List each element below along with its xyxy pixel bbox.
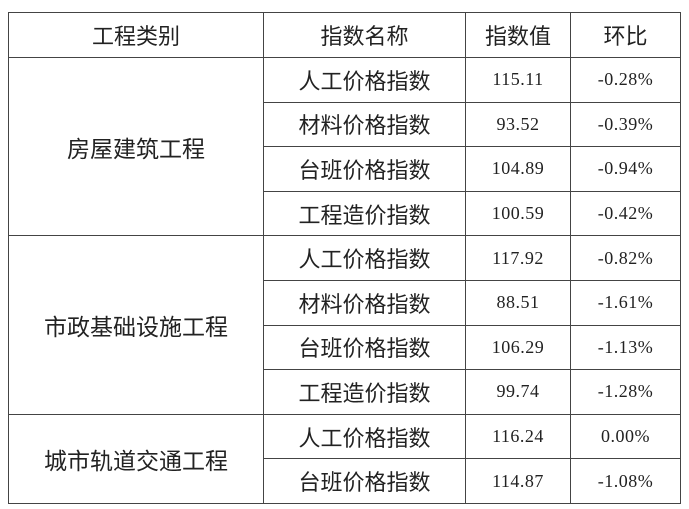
index-name-cell: 人工价格指数: [263, 235, 466, 281]
index-value-cell: 115.11: [465, 57, 571, 103]
index-value-cell: 117.92: [465, 235, 571, 281]
header-index-name: 指数名称: [263, 12, 466, 58]
index-name-cell: 台班价格指数: [263, 458, 466, 504]
index-name-cell: 工程造价指数: [263, 369, 466, 415]
category-cell: 城市轨道交通工程: [8, 413, 264, 504]
header-mom: 环比: [570, 12, 681, 58]
price-index-table: 工程类别 指数名称 指数值 环比 房屋建筑工程 人工价格指数 115.11 -0.28…: [8, 12, 681, 504]
index-value-cell: 104.89: [465, 146, 571, 192]
category-cell: 市政基础设施工程: [8, 235, 264, 415]
index-name-cell: 台班价格指数: [263, 146, 466, 192]
mom-cell: 0.00%: [570, 413, 681, 460]
table-row: 城市轨道交通工程 人工价格指数 116.24 0.00%: [8, 413, 681, 504]
index-value-cell: 93.52: [465, 101, 571, 148]
table-row: 台班价格指数 104.89 -0.94%: [9, 146, 681, 192]
table-row: 房屋建筑工程 人工价格指数 115.11 -0.28%: [8, 56, 681, 237]
header-category: 工程类别: [8, 12, 264, 58]
mom-cell: -0.42%: [570, 190, 681, 237]
mom-cell: -0.39%: [570, 101, 681, 148]
mom-cell: -1.13%: [570, 324, 681, 371]
table-row: 台班价格指数 106.29 -1.13%: [9, 324, 681, 371]
index-name-cell: 工程造价指数: [263, 190, 466, 237]
category-cell: 房屋建筑工程: [8, 56, 264, 237]
table-row: 材料价格指数 88.51 -1.61%: [9, 279, 681, 326]
index-value-cell: 114.87: [465, 458, 571, 504]
table-row: 市政基础设施工程 人工价格指数 117.92 -0.82%: [8, 235, 681, 415]
index-name-cell: 材料价格指数: [263, 279, 466, 326]
mom-cell: -0.94%: [570, 146, 681, 192]
mom-cell: -1.61%: [570, 279, 681, 326]
index-value-cell: 116.24: [465, 413, 571, 460]
mom-cell: -0.28%: [570, 57, 681, 103]
index-value-cell: 99.74: [465, 369, 571, 415]
table-row: 台班价格指数 114.87 -1.08%: [9, 458, 681, 504]
header-index-value: 指数值: [465, 12, 571, 58]
mom-cell: -1.08%: [570, 458, 681, 504]
index-name-cell: 人工价格指数: [263, 57, 466, 103]
header-row: 工程类别 指数名称 指数值 环比: [8, 12, 681, 58]
index-value-cell: 106.29: [465, 324, 571, 371]
index-name-cell: 材料价格指数: [263, 101, 466, 148]
index-name-cell: 台班价格指数: [263, 324, 466, 371]
mom-cell: -0.82%: [570, 235, 681, 281]
mom-cell: -1.28%: [570, 369, 681, 415]
index-value-cell: 88.51: [465, 279, 571, 326]
table-row: 材料价格指数 93.52 -0.39%: [9, 101, 681, 148]
index-value-cell: 100.59: [465, 190, 571, 237]
table-row: 工程造价指数 99.74 -1.28%: [9, 369, 681, 415]
index-name-cell: 人工价格指数: [263, 413, 466, 460]
